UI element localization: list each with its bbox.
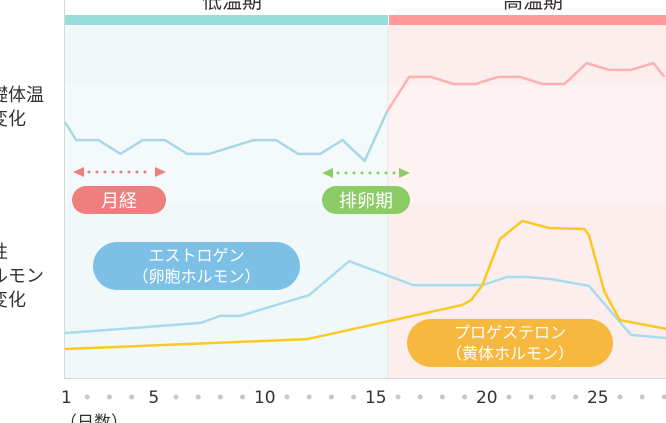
x-tick-dot bbox=[351, 394, 357, 400]
x-tick-dot bbox=[328, 394, 334, 400]
x-tick-label: 15 bbox=[365, 388, 387, 408]
x-tick-label: 20 bbox=[476, 388, 498, 408]
x-tick-dot bbox=[84, 394, 90, 400]
temperature-line-high bbox=[385, 61, 666, 113]
progesterone-line bbox=[64, 219, 666, 351]
hormone-label: 性 ルモン 変化 bbox=[0, 241, 44, 313]
x-tick-dot bbox=[240, 394, 246, 400]
high-phase-bar bbox=[389, 15, 666, 25]
x-tick-dot bbox=[573, 394, 579, 400]
estrogen-line bbox=[64, 259, 666, 340]
x-tick-dot bbox=[395, 394, 401, 400]
x-tick-label: 10 bbox=[254, 388, 276, 408]
estrogen-subname: （卵胞ホルモン） bbox=[132, 267, 261, 286]
hormone-label-line: 変化 bbox=[0, 290, 26, 311]
x-tick-dot bbox=[462, 394, 468, 400]
x-tick-dot bbox=[417, 394, 423, 400]
temperature-line-low bbox=[63, 111, 389, 163]
x-tick-dot bbox=[195, 394, 201, 400]
menstruation-badge: 月経 bbox=[72, 186, 166, 214]
x-tick-dot bbox=[217, 394, 223, 400]
x-tick-dot bbox=[528, 394, 534, 400]
progesterone-subname: （黄体ホルモン） bbox=[445, 344, 574, 363]
x-tick-dot bbox=[506, 394, 512, 400]
x-tick-dot bbox=[550, 394, 556, 400]
x-tick-dot bbox=[306, 394, 312, 400]
ovulation-badge: 排卵期 bbox=[322, 186, 410, 214]
hormone-label-line: 性 bbox=[0, 241, 44, 265]
x-tick-label: 5 bbox=[148, 388, 159, 408]
hormone-label-line: ルモン bbox=[0, 266, 44, 287]
x-axis-label: （日数） bbox=[60, 413, 128, 423]
low-phase-label: 低温期 bbox=[202, 0, 262, 13]
x-tick-dot bbox=[284, 394, 290, 400]
x-tick-label: 1 bbox=[61, 388, 72, 408]
high-phase-band bbox=[388, 85, 666, 203]
x-tick-dot bbox=[617, 394, 623, 400]
progesterone-name: プロゲステロン bbox=[453, 323, 566, 342]
high-phase-label: 高温期 bbox=[503, 0, 563, 13]
x-tick-dot bbox=[439, 394, 445, 400]
x-tick-dot bbox=[173, 394, 179, 400]
x-tick-dot bbox=[106, 394, 112, 400]
temperature-label: 礎体温 変化 bbox=[0, 84, 44, 132]
ovulation-arrow bbox=[322, 168, 410, 178]
x-tick-dot bbox=[661, 394, 666, 400]
temperature-label-line: 変化 bbox=[0, 109, 26, 130]
menstruation-arrow bbox=[73, 167, 166, 177]
x-tick-dot bbox=[129, 394, 135, 400]
estrogen-name: エストロゲン bbox=[148, 246, 245, 265]
x-tick-dot bbox=[639, 394, 645, 400]
low-phase-bar bbox=[65, 15, 388, 25]
progesterone-badge: プロゲステロン （黄体ホルモン） bbox=[407, 319, 613, 367]
x-tick-label: 25 bbox=[587, 388, 609, 408]
temperature-label-line: 礎体温 bbox=[0, 85, 44, 106]
estrogen-badge: エストロゲン （卵胞ホルモン） bbox=[93, 242, 300, 290]
